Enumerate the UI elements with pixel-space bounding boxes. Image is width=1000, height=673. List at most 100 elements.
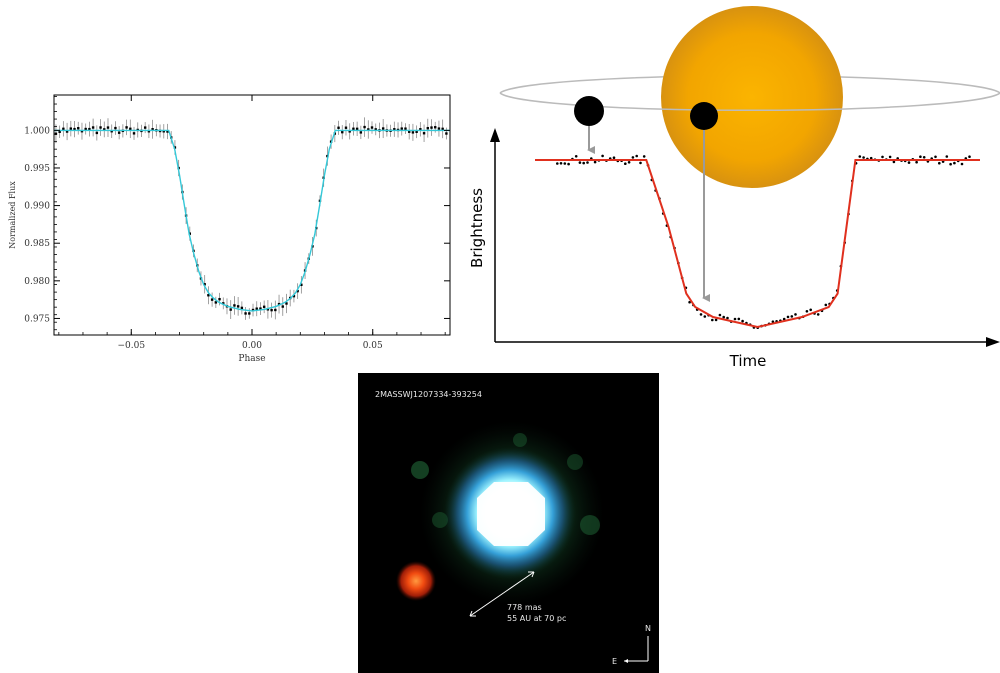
chart2-data-point: [869, 156, 873, 160]
chart1-data-point: [240, 306, 244, 310]
chart1-data-point: [162, 130, 165, 133]
chart1-data-point: [367, 128, 370, 131]
chart1-data-point: [359, 131, 363, 134]
chart2-x-axis-arrow: [986, 337, 1000, 347]
chart2-data-point: [782, 317, 786, 321]
chart1-data-point: [370, 126, 374, 129]
chart2-y-axis-arrow: [490, 128, 500, 142]
chart1-data-point: [117, 131, 121, 134]
chart2-data-point: [624, 162, 627, 165]
separation-line: [469, 571, 535, 617]
chart1-y-tick-label: 0.980: [24, 277, 50, 287]
chart2-data-point: [699, 313, 703, 316]
chart1-data-point: [207, 294, 210, 297]
chart2-data-point: [741, 319, 744, 323]
chart2-y-axis-label: Brightness: [468, 188, 486, 268]
chart1-x-tick-label: 0.00: [242, 341, 262, 351]
chart2-data-point: [816, 313, 820, 316]
separation-distance-label: 55 AU at 70 pc: [507, 614, 566, 623]
chart1-data-point: [244, 312, 247, 315]
chart1-data-point: [422, 132, 426, 135]
chart1-model-line: [54, 129, 450, 312]
chart1-data-point: [125, 126, 128, 129]
chart2-data-point: [934, 155, 937, 159]
chart1-data-point: [65, 130, 69, 133]
chart2-data-point: [593, 160, 597, 164]
separation-arrowhead-ne: [528, 571, 535, 578]
chart1-data-point: [248, 312, 251, 315]
chart1-data-point: [411, 131, 415, 134]
chart2-data-point: [688, 300, 691, 304]
chart1-data-point: [218, 297, 221, 301]
chart1-data-point: [58, 130, 61, 133]
chart2-data-point: [578, 161, 582, 164]
host-star-core: [477, 482, 545, 546]
chart1-x-axis-label: Phase: [238, 354, 265, 364]
chart1-data-point: [407, 130, 411, 133]
planet-in-transit: [690, 102, 718, 130]
chart2-data-point: [733, 317, 737, 321]
transit-schematic-chart: Time Brightness: [468, 6, 1000, 370]
chart2-data-point: [862, 156, 865, 159]
chart2-data-point: [881, 155, 884, 159]
chart2-data-point: [892, 160, 896, 164]
chart2-data-point: [586, 161, 589, 164]
chart2-data-point: [627, 161, 631, 164]
chart1-data-point: [441, 127, 444, 131]
chart1-data-point: [173, 146, 177, 149]
chart2-data-point: [642, 155, 646, 158]
chart1-data-point: [210, 298, 214, 301]
chart2-data-point: [631, 156, 635, 159]
chart1-data-point: [404, 127, 407, 130]
chart1-y-axis-label: Normalized Flux: [8, 181, 17, 249]
chart1-data-point: [374, 128, 377, 131]
chart1-data-point: [203, 283, 206, 286]
chart1-data-point: [262, 305, 266, 309]
chart1-data-point: [129, 127, 132, 131]
separation-arrowhead-sw: [469, 610, 476, 617]
chart2-data-point: [559, 162, 563, 165]
chart1-data-point: [434, 126, 437, 129]
orbit-front: [499, 92, 1000, 112]
chart2-data-point: [794, 313, 797, 316]
chart1-data-point: [103, 128, 106, 131]
chart1-data-point: [233, 304, 236, 307]
chart2-data-point: [888, 155, 892, 159]
chart1-data-point: [281, 305, 284, 308]
chart2-data-point: [922, 156, 926, 159]
chart2-data-point: [805, 310, 809, 313]
chart2-data-point: [601, 154, 604, 158]
chart2-data-point: [718, 313, 722, 317]
planet-out-of-transit: [574, 96, 604, 126]
compass-east-label: E: [612, 657, 617, 666]
chart1-data-point: [381, 127, 385, 130]
chart1-data-point: [77, 127, 80, 130]
chart1-y-tick-label: 1.000: [24, 126, 50, 136]
chart1-data-point: [426, 126, 429, 130]
chart1-data-point: [274, 308, 277, 312]
chart1-data-point: [229, 308, 232, 311]
chart2-data-point: [968, 155, 971, 158]
chart2-data-point: [949, 162, 952, 166]
star: [661, 6, 843, 188]
chart1-data-point: [222, 302, 225, 305]
chart1-data-point: [91, 126, 95, 129]
chart1-data-point: [363, 125, 366, 129]
chart2-data-point: [907, 161, 911, 164]
chart1-data-point: [80, 130, 84, 133]
chart1-y-tick-label: 0.995: [24, 164, 50, 174]
chart2-data-point: [771, 320, 775, 324]
chart2-data-point: [786, 315, 790, 319]
chart2-data-point: [919, 155, 922, 158]
companion-planet: [396, 561, 436, 601]
chart1-data-point: [430, 126, 433, 129]
chart2-data-point: [824, 303, 828, 307]
chart1-data-point: [251, 308, 255, 312]
chart1-data-point: [341, 130, 344, 134]
chart2-data-point: [790, 315, 794, 318]
chart2-data-point: [612, 156, 616, 159]
phase-lightcurve-chart: 0.975 0.980 0.985 0.990 0.995 1.000 −0.05 0.00…: [8, 94, 451, 364]
chart2-data-point: [711, 318, 714, 322]
chart1-data-point: [166, 130, 169, 133]
